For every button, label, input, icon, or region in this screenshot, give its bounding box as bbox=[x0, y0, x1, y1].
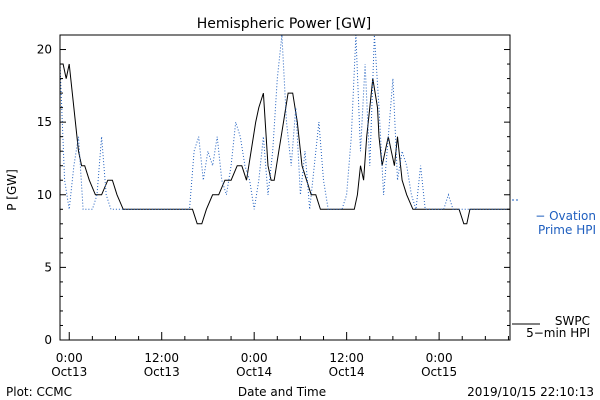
legend-ovation-label: − Ovation bbox=[535, 209, 596, 223]
x-tick-time: 0:00 bbox=[241, 351, 268, 365]
y-tick-label: 5 bbox=[44, 260, 52, 274]
y-tick-label: 20 bbox=[37, 43, 52, 57]
x-tick-date: Oct14 bbox=[329, 365, 365, 379]
y-axis-label: P [GW] bbox=[5, 169, 19, 211]
plot-frame bbox=[59, 34, 511, 341]
x-axis-label: Date and Time bbox=[238, 385, 326, 399]
x-tick-date: Oct13 bbox=[144, 365, 180, 379]
x-tick-date: Oct14 bbox=[236, 365, 272, 379]
x-tick-time: 12:00 bbox=[144, 351, 179, 365]
y-tick-label: 10 bbox=[37, 188, 52, 202]
x-tick-date: Oct15 bbox=[421, 365, 457, 379]
legend-ovation-label: Prime HPI bbox=[538, 223, 596, 237]
legend-swpc-label: SWPC bbox=[555, 314, 590, 328]
x-tick-time: 12:00 bbox=[329, 351, 364, 365]
chart-title: Hemispheric Power [GW] bbox=[197, 16, 372, 32]
series-line-swpc bbox=[60, 63, 510, 225]
x-tick-time: 0:00 bbox=[426, 351, 453, 365]
y-tick-label: 15 bbox=[37, 115, 52, 129]
plot-timestamp: 2019/10/15 22:10:13 bbox=[467, 385, 594, 399]
x-tick-date: Oct13 bbox=[51, 365, 87, 379]
x-tick-time: 0:00 bbox=[56, 351, 83, 365]
plot-credit: Plot: CCMC bbox=[6, 385, 72, 399]
series-layer bbox=[60, 35, 510, 225]
y-tick-label: 0 bbox=[44, 333, 52, 347]
x-axis: 0:00Oct1312:00Oct130:00Oct1412:00Oct140:… bbox=[51, 332, 509, 379]
series-line-ovation bbox=[60, 35, 510, 210]
legend-swpc-label: 5−min HPI bbox=[526, 326, 590, 340]
y-axis: 0 5 10 15 20 bbox=[37, 34, 510, 347]
